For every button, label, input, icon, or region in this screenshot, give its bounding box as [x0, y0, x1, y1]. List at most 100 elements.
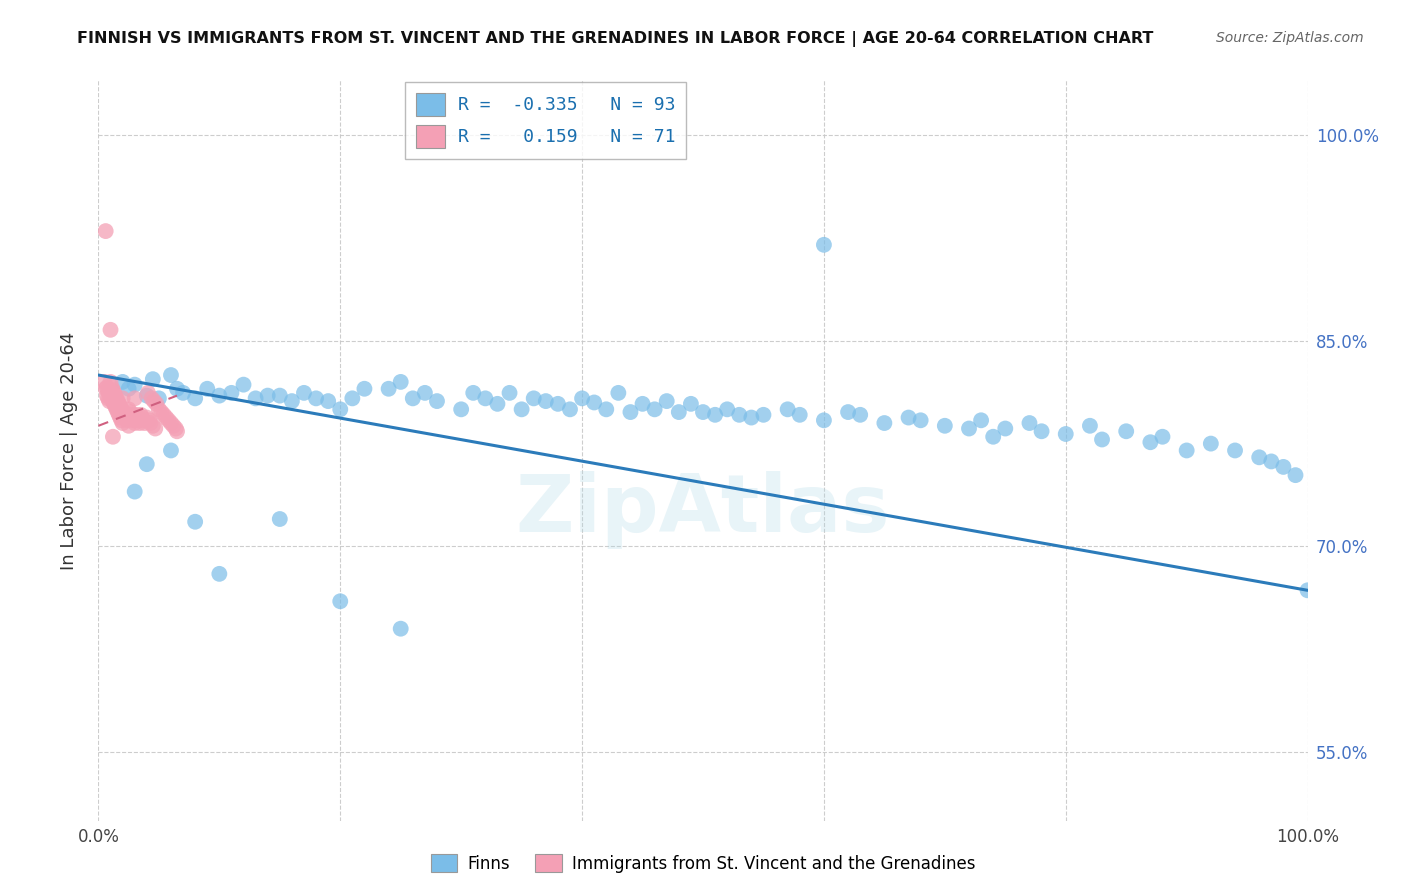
Point: [704, 408, 727, 422]
Point: [105, 392, 128, 406]
Point: [292, 385, 315, 400]
Point: [97, 383, 120, 397]
Point: [112, 405, 135, 419]
Point: [100, 380, 122, 394]
Point: [96, 380, 118, 394]
Y-axis label: In Labor Force | Age 20-64: In Labor Force | Age 20-64: [59, 331, 77, 570]
Point: [166, 382, 188, 396]
Point: [107, 405, 129, 419]
Point: [813, 413, 835, 427]
Point: [145, 397, 167, 411]
Point: [595, 402, 617, 417]
Point: [120, 408, 142, 422]
Point: [221, 385, 243, 400]
Point: [208, 389, 231, 403]
Point: [970, 413, 993, 427]
Point: [510, 402, 533, 417]
Point: [281, 394, 304, 409]
Point: [873, 416, 896, 430]
Point: [184, 515, 207, 529]
Point: [115, 410, 138, 425]
Point: [143, 394, 166, 409]
Point: [124, 392, 146, 406]
Point: [117, 413, 139, 427]
Point: [740, 410, 762, 425]
Point: [498, 385, 520, 400]
Point: [486, 397, 509, 411]
Point: [142, 418, 165, 433]
Point: [160, 368, 183, 382]
Point: [413, 385, 436, 400]
Point: [619, 405, 641, 419]
Point: [124, 377, 146, 392]
Point: [108, 410, 131, 425]
Point: [305, 392, 328, 406]
Point: [981, 430, 1004, 444]
Point: [141, 392, 163, 406]
Point: [1078, 418, 1101, 433]
Point: [232, 377, 254, 392]
Point: [389, 622, 412, 636]
Point: [101, 430, 124, 444]
Point: [245, 392, 267, 406]
Point: [1175, 443, 1198, 458]
Point: [342, 392, 364, 406]
Point: [101, 383, 124, 397]
Point: [547, 397, 569, 411]
Point: [98, 394, 121, 409]
Point: [1018, 416, 1040, 430]
Point: [162, 418, 184, 433]
Point: [172, 385, 194, 400]
Point: [94, 382, 117, 396]
Point: [910, 413, 932, 427]
Point: [101, 394, 124, 409]
Point: [139, 416, 162, 430]
Point: [104, 389, 127, 403]
Point: [631, 397, 654, 411]
Point: [316, 394, 339, 409]
Point: [108, 397, 131, 411]
Point: [98, 385, 121, 400]
Point: [142, 372, 165, 386]
Point: [97, 392, 120, 406]
Point: [127, 410, 149, 425]
Point: [353, 382, 375, 396]
Point: [160, 416, 183, 430]
Point: [256, 389, 278, 403]
Point: [131, 410, 153, 425]
Point: [269, 389, 291, 403]
Point: [208, 566, 231, 581]
Point: [118, 405, 141, 419]
Point: [124, 416, 146, 430]
Point: [166, 424, 188, 438]
Point: [607, 385, 630, 400]
Point: [776, 402, 799, 417]
Point: [571, 392, 593, 406]
Point: [110, 402, 132, 417]
Text: ZipAtlas: ZipAtlas: [516, 471, 890, 549]
Point: [122, 413, 145, 427]
Point: [813, 237, 835, 252]
Point: [110, 413, 132, 427]
Point: [103, 397, 125, 411]
Point: [100, 323, 122, 337]
Point: [957, 421, 980, 435]
Point: [136, 385, 159, 400]
Point: [534, 394, 557, 409]
Text: Source: ZipAtlas.com: Source: ZipAtlas.com: [1216, 31, 1364, 45]
Point: [125, 408, 148, 422]
Point: [849, 408, 872, 422]
Point: [329, 594, 352, 608]
Point: [402, 392, 425, 406]
Point: [1031, 424, 1053, 438]
Point: [934, 418, 956, 433]
Point: [157, 413, 180, 427]
Point: [523, 392, 546, 406]
Point: [184, 392, 207, 406]
Point: [160, 443, 183, 458]
Point: [104, 400, 127, 414]
Point: [105, 402, 128, 417]
Point: [329, 402, 352, 417]
Legend: R =  -0.335   N = 93, R =   0.159   N = 71: R = -0.335 N = 93, R = 0.159 N = 71: [405, 82, 686, 159]
Point: [474, 392, 496, 406]
